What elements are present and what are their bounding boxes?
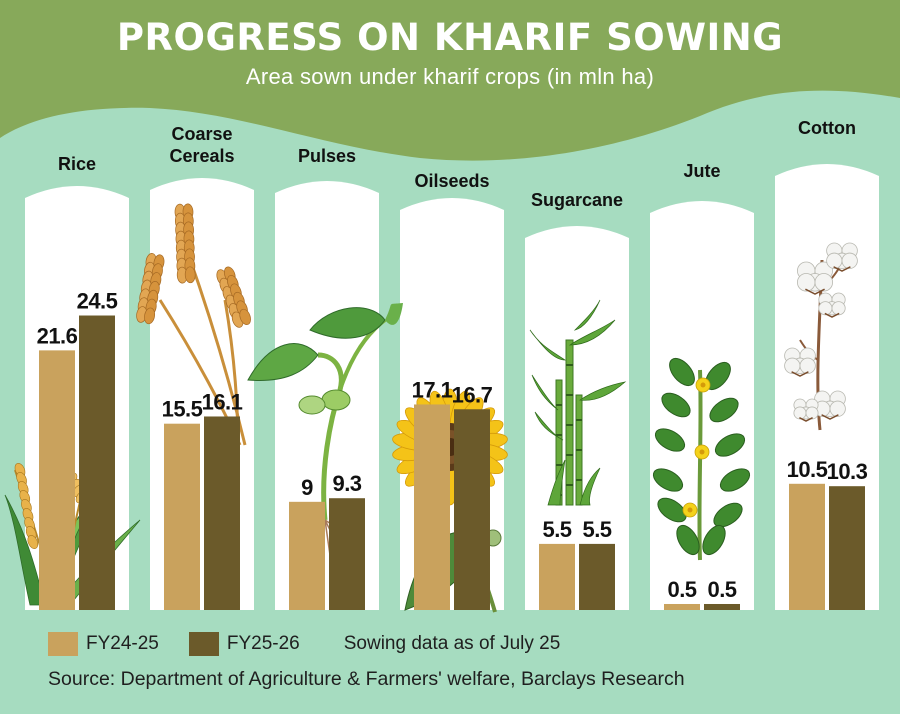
bar-oilseeds-fy24-25 (414, 404, 450, 610)
bar-coarse-cereals-fy24-25 (164, 423, 200, 610)
value-label-cotton-fy25-26: 10.3 (827, 459, 868, 484)
bar-oilseeds-fy25-26 (454, 409, 490, 610)
value-label-jute-fy25-26: 0.5 (707, 577, 736, 602)
chart-subtitle: Area sown under kharif crops (in mln ha) (245, 64, 655, 89)
value-label-oilseeds-fy25-26: 16.7 (452, 382, 493, 407)
legend-swatch-fy24-25 (48, 632, 78, 656)
category-label-cotton: Cotton (798, 118, 856, 138)
category-label-oilseeds: Oilseeds (414, 171, 489, 191)
value-label-pulses-fy25-26: 9.3 (332, 471, 361, 496)
category-labels: Rice Coarse Cereals Pulses Oilseeds Sugarcane… (58, 118, 856, 210)
wheat-icon (136, 203, 251, 446)
header-wave (0, 0, 900, 161)
value-label-oilseeds-fy24-25: 17.1 (412, 377, 453, 402)
legend-label-fy24-25: FY24-25 (86, 633, 159, 654)
bar-jute-fy25-26 (704, 603, 740, 610)
bar-coarse-cereals-fy25-26 (204, 416, 240, 610)
value-label-cotton-fy24-25: 10.5 (787, 457, 828, 482)
category-label-coarse-cereals: Coarse Cereals (169, 124, 234, 166)
value-label-coarse-cereals-fy25-26: 16.1 (202, 389, 243, 414)
legend-label-fy25-26: FY25-26 (226, 633, 300, 654)
bar-pulses-fy25-26 (329, 498, 365, 610)
value-label-rice-fy24-25: 21.6 (37, 323, 78, 348)
sowing-date-note: Sowing data as of July 25 (343, 633, 561, 654)
legend-item-fy25-26: FY25-26 (188, 632, 300, 656)
category-label-pulses: Pulses (298, 146, 356, 166)
bar-sugarcane-fy24-25 (539, 543, 575, 610)
value-label-coarse-cereals-fy24-25: 15.5 (162, 397, 203, 422)
value-label-rice-fy25-26: 24.5 (77, 289, 118, 314)
cotton-plant-icon (784, 242, 858, 431)
legend-swatch-fy25-26 (188, 632, 219, 656)
source-note: Source: Department of Agriculture & Farm… (48, 668, 685, 690)
bar-rice-fy24-25 (39, 350, 75, 610)
value-label-jute-fy24-25: 0.5 (667, 577, 696, 602)
chart-title: PROGRESS ON KHARIF SOWING (116, 16, 784, 59)
bar-jute-fy24-25 (664, 603, 700, 610)
legend: FY24-25 FY25-26 Sowing data as of July 2… (48, 630, 560, 658)
category-label-rice: Rice (58, 154, 96, 174)
legend-item-fy24-25: FY24-25 (48, 632, 159, 656)
value-label-sugarcane-fy24-25: 5.5 (542, 517, 571, 542)
bar-cotton-fy25-26 (829, 486, 865, 610)
category-label-sugarcane: Sugarcane (531, 190, 623, 210)
bar-cotton-fy24-25 (789, 483, 825, 610)
value-label-pulses-fy24-25: 9 (301, 475, 313, 500)
category-label-jute: Jute (683, 161, 720, 181)
jute-plant-icon (652, 357, 751, 561)
value-labels: 21.6 24.5 15.5 16.1 9 9.3 17.1 16.7 5.5 5.5 0.5 0.5… (37, 289, 869, 602)
bar-rice-fy25-26 (79, 315, 115, 610)
sugarcane-icon (529, 299, 627, 506)
bar-marks (39, 315, 865, 610)
bar-sugarcane-fy25-26 (579, 543, 615, 610)
bar-pulses-fy24-25 (289, 501, 325, 610)
value-label-sugarcane-fy25-26: 5.5 (582, 517, 611, 542)
